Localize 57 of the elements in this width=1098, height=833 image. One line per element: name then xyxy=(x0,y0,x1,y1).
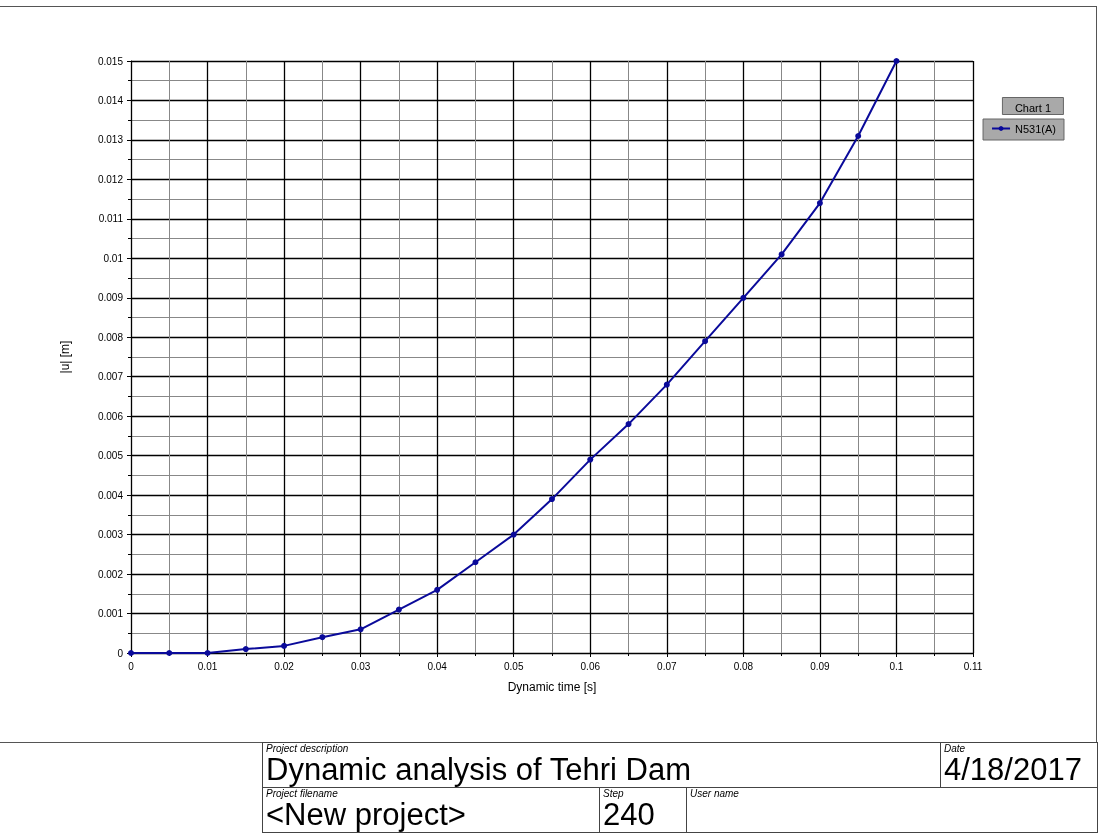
x-tick-label: 0.1 xyxy=(889,660,904,672)
y-tick-label: 0.002 xyxy=(97,568,124,580)
point xyxy=(855,132,862,139)
point xyxy=(281,642,288,649)
point xyxy=(702,338,709,345)
y-tick-label: 0.01 xyxy=(103,252,124,264)
legend-title: Chart 1 xyxy=(1014,101,1052,114)
point xyxy=(778,251,785,258)
point xyxy=(395,606,402,613)
legend-label: N531(A) xyxy=(1015,122,1057,135)
y-tick-label: 0 xyxy=(117,647,124,659)
point xyxy=(319,634,326,641)
point xyxy=(472,559,479,566)
y-axis-title: |u| [m] xyxy=(58,340,72,374)
text: 4/18/2017 xyxy=(944,752,1082,787)
y-tick-label: 0.013 xyxy=(97,134,124,146)
x-tick-label: 0.04 xyxy=(427,660,448,672)
point xyxy=(816,200,823,207)
point xyxy=(510,531,517,538)
point xyxy=(434,586,441,593)
x-tick-label: 0.05 xyxy=(503,660,524,672)
point xyxy=(625,421,632,428)
y-tick-label: 0.001 xyxy=(97,608,124,620)
x-tick-label: 0 xyxy=(128,660,135,672)
point xyxy=(663,381,670,388)
text: Project filename xyxy=(266,788,339,799)
point xyxy=(357,626,364,633)
x-tick-label: 0.01 xyxy=(197,660,218,672)
text: 240 xyxy=(603,797,655,832)
y-tick-label: 0.012 xyxy=(97,173,124,185)
x-axis-title: Dynamic time [s] xyxy=(507,680,597,694)
point xyxy=(549,496,555,503)
y-tick-label: 0.005 xyxy=(97,450,124,462)
y-tick-label: 0.009 xyxy=(97,292,124,304)
text: User name xyxy=(690,788,740,799)
x-tick-label: 0.06 xyxy=(580,660,601,672)
x-tick-label: 0.11 xyxy=(963,660,983,672)
y-tick-label: 0.015 xyxy=(97,55,124,67)
text: Project description xyxy=(266,743,350,754)
y-tick-label: 0.011 xyxy=(98,213,124,225)
y-tick-label: 0.003 xyxy=(97,529,124,541)
y-tick-label: 0.007 xyxy=(97,371,124,383)
point xyxy=(893,58,900,64)
text: Date xyxy=(944,743,967,754)
y-tick-label: 0.014 xyxy=(97,94,124,106)
x-tick-label: 0.08 xyxy=(733,660,754,672)
point xyxy=(740,294,747,301)
y-tick-label: 0.004 xyxy=(97,489,124,501)
x-tick-label: 0.03 xyxy=(350,660,371,672)
point xyxy=(587,456,594,463)
x-tick-label: 0.09 xyxy=(810,660,831,672)
x-tick-label: 0.02 xyxy=(274,660,295,672)
text: Step xyxy=(603,788,625,799)
y-tick-label: 0.008 xyxy=(97,331,124,343)
point xyxy=(242,646,249,653)
x-tick-label: 0.07 xyxy=(657,660,677,672)
y-tick-label: 0.006 xyxy=(97,410,124,422)
